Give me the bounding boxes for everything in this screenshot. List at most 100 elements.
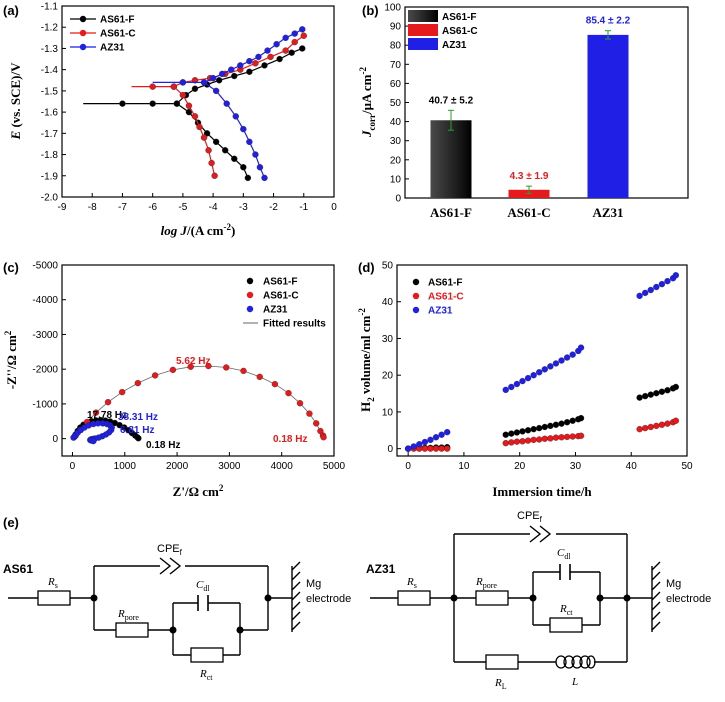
panel-b-label: (b) bbox=[362, 3, 379, 18]
d-point-AS61-F bbox=[508, 430, 515, 437]
y-tick-label: 80 bbox=[390, 41, 402, 52]
a-point-AS61-C bbox=[205, 147, 212, 154]
y-tick-label: -5000 bbox=[32, 261, 58, 272]
panel-a-polarization: (a) -9 -8 -7 -6 -5 -4 -3 -2 -1 0-2.0-1.9-1.8-1.7-… bbox=[3, 2, 337, 239]
az31-electrode-label-1: Mg bbox=[666, 578, 681, 590]
y-tick-label: -1000 bbox=[32, 399, 58, 410]
y-tick-label: 10 bbox=[382, 407, 394, 418]
d-point-AS61-C bbox=[519, 438, 526, 445]
panel-c-legend: AS61-F AS61-C AZ31 Fitted results bbox=[243, 277, 326, 330]
a-point-AS61-C bbox=[200, 134, 208, 141]
c-point-AS61-C bbox=[169, 366, 177, 374]
d-point-AS61-F bbox=[636, 394, 643, 401]
y-tick-label: -3000 bbox=[32, 330, 58, 341]
az31-node bbox=[623, 594, 631, 602]
b-bar-AS61-F bbox=[430, 120, 472, 198]
as61-node bbox=[90, 594, 98, 602]
x-tick-label: 0 bbox=[331, 202, 337, 213]
az31-node bbox=[450, 594, 458, 602]
a-point-AS61-C bbox=[179, 91, 187, 99]
c-annotation: 17.78 Hz bbox=[87, 410, 127, 421]
c-point-AS61-C bbox=[285, 389, 292, 397]
as61-electrode-label-1: Mg bbox=[306, 578, 321, 590]
d-point-AS61-F bbox=[569, 417, 576, 424]
d-point-AZ31 bbox=[427, 436, 434, 443]
d-point-AS61-C bbox=[438, 445, 445, 452]
as61-node bbox=[236, 626, 244, 634]
as61-electrode-label-2: electrode bbox=[306, 593, 351, 605]
a-point-AS61-C bbox=[211, 172, 218, 179]
a-legend-marker-AS61-F bbox=[79, 15, 87, 23]
y-tick-label: -2.0 bbox=[41, 193, 59, 204]
d-point-AZ31 bbox=[405, 445, 412, 452]
a-point-AZ31 bbox=[200, 79, 208, 86]
y-tick-label: -1.8 bbox=[41, 150, 59, 161]
a-point-AZ31 bbox=[246, 57, 253, 65]
x-tick-label: 40 bbox=[626, 461, 638, 472]
d-legend-label-AS61-F: AS61-F bbox=[428, 278, 462, 289]
a-point-AZ31 bbox=[299, 26, 306, 33]
c-point-AS61-C bbox=[296, 400, 304, 407]
c-point-AS61-C bbox=[92, 409, 100, 416]
panel-b-corrosion-current: (b) 0 10 20 30 40 50 60 70 80 90 100 40.7 ± 5.2 AS6… bbox=[358, 3, 689, 220]
y-tick-label: 20 bbox=[382, 371, 394, 382]
a-point-AZ31 bbox=[237, 62, 244, 69]
d-point-AS61-F bbox=[541, 423, 548, 431]
x-tick-label: -2 bbox=[269, 202, 278, 213]
az31-cpe-label: CPEf bbox=[517, 510, 543, 524]
as61-node bbox=[264, 594, 272, 602]
a-point-AS61-C bbox=[191, 77, 199, 84]
c-legend-label-AZ31: AZ31 bbox=[263, 305, 288, 316]
c-annotation: 0.18 Hz bbox=[146, 440, 180, 451]
panel-c-ylabel: -Z''/Ω cm2 bbox=[3, 330, 19, 389]
d-point-AZ31 bbox=[421, 438, 429, 446]
d-point-AS61-F bbox=[552, 421, 560, 428]
as61-cdl-capacitor bbox=[197, 595, 209, 611]
az31-rct-resistor bbox=[549, 617, 583, 633]
a-point-AZ31 bbox=[264, 47, 271, 54]
az31-rct-label: Rct bbox=[559, 603, 573, 617]
d-point-AS61-C bbox=[664, 420, 671, 427]
b-legend-swatch-AS61-F bbox=[408, 10, 438, 22]
panel-c-series bbox=[70, 362, 327, 445]
az31-rs-resistor bbox=[397, 590, 431, 606]
as61-rs-label: Rs bbox=[47, 576, 58, 590]
y-tick-label: -4000 bbox=[32, 295, 58, 306]
d-point-AS61-F bbox=[653, 390, 660, 397]
c-legend-label-AS61-C: AS61-C bbox=[263, 291, 299, 302]
d-point-AS61-F bbox=[672, 383, 679, 391]
c-legend-marker-AS61-C bbox=[246, 291, 254, 299]
y-tick-label: 0 bbox=[395, 194, 401, 205]
c-point-AS61-C bbox=[151, 372, 159, 379]
a-point-AS61-F bbox=[212, 138, 220, 146]
d-point-AS61-F bbox=[558, 420, 565, 427]
a-point-AS61-C bbox=[149, 83, 156, 90]
x-tick-label: 0 bbox=[70, 461, 76, 472]
az31-l-label: L bbox=[571, 676, 578, 688]
d-point-AS61-C bbox=[513, 438, 521, 445]
circuit-as61-title: AS61 bbox=[3, 562, 33, 576]
d-legend-marker-AZ31 bbox=[412, 306, 420, 314]
c-point-AS61-C bbox=[256, 373, 263, 380]
a-point-AS61-F bbox=[215, 77, 223, 84]
d-point-AZ31 bbox=[438, 431, 445, 438]
d-point-AZ31 bbox=[410, 443, 417, 450]
y-tick-label: 40 bbox=[382, 297, 394, 308]
a-point-AS61-C bbox=[185, 102, 193, 109]
c-point-AS61-C bbox=[271, 380, 279, 388]
y-tick-label: 10 bbox=[390, 174, 402, 185]
b-legend-label-AS61-C: AS61-C bbox=[442, 26, 478, 37]
x-tick-label: 2000 bbox=[166, 461, 189, 472]
y-tick-label: 70 bbox=[390, 60, 402, 71]
a-legend-marker-AS61-C bbox=[79, 29, 87, 37]
a-point-AS61-F bbox=[244, 174, 252, 182]
x-tick-label: -4 bbox=[209, 202, 218, 213]
a-point-AS61-C bbox=[191, 113, 199, 120]
a-point-AS61-F bbox=[261, 62, 268, 69]
y-tick-label: -1.1 bbox=[41, 2, 59, 13]
a-point-AS61-F bbox=[240, 164, 247, 171]
az31-cdl-label: Cdl bbox=[557, 547, 571, 561]
a-point-AZ31 bbox=[232, 113, 239, 120]
d-point-AS61-C bbox=[653, 422, 660, 430]
panel-c-annotations: 5.62 Hz 0.18 Hz 17.78 Hz 0.18 Hz 38.31 Hz 6.8… bbox=[87, 356, 307, 451]
